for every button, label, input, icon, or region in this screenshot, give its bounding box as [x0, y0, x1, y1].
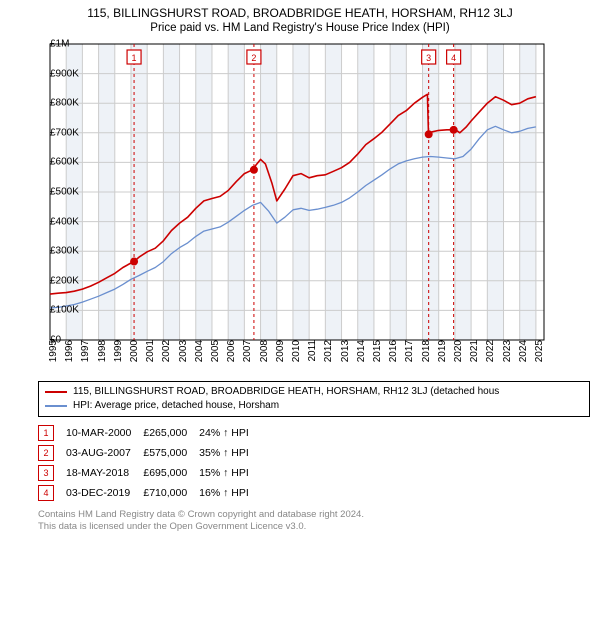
- sale-marker-box: 1: [38, 425, 54, 441]
- sales-table: 1 10-MAR-2000£265,00024% ↑ HPI 2 03-AUG-200…: [38, 423, 590, 503]
- xtick-label: 2025: [532, 340, 545, 362]
- sale-price: £695,000: [143, 463, 199, 483]
- sale-marker-box: 3: [38, 465, 54, 481]
- xtick-label: 2010: [289, 340, 302, 362]
- sale-delta: 24% ↑ HPI: [199, 423, 261, 443]
- sale-marker-box: 4: [38, 485, 54, 501]
- legend-swatch-hpi: [45, 405, 67, 407]
- ytick-label: £400K: [50, 216, 54, 227]
- xtick-label: 1998: [95, 340, 108, 362]
- xtick-label: 2008: [257, 340, 270, 362]
- sale-price: £710,000: [143, 483, 199, 503]
- xtick-label: 2005: [208, 340, 221, 362]
- xtick-label: 2014: [354, 340, 367, 362]
- xtick-label: 2009: [273, 340, 286, 362]
- xtick-label: 2011: [305, 340, 318, 362]
- table-row: 4 03-DEC-2019£710,00016% ↑ HPI: [38, 483, 261, 503]
- chart-wrap: 1234 £0£100K£200K£300K£400K£500K£600K£70…: [8, 40, 592, 375]
- xtick-label: 2001: [143, 340, 156, 362]
- credits-line2: This data is licensed under the Open Gov…: [38, 521, 590, 533]
- legend-label-property: 115, BILLINGSHURST ROAD, BROADBRIDGE HEA…: [73, 385, 499, 399]
- ytick-label: £100K: [50, 305, 54, 316]
- sale-marker-box: 2: [38, 445, 54, 461]
- ytick-label: £900K: [50, 68, 54, 79]
- xtick-label: 2023: [500, 340, 513, 362]
- xtick-label: 2002: [159, 340, 172, 362]
- legend: 115, BILLINGSHURST ROAD, BROADBRIDGE HEA…: [38, 381, 590, 417]
- xtick-label: 2000: [127, 340, 140, 362]
- legend-label-hpi: HPI: Average price, detached house, Hors…: [73, 399, 279, 413]
- ytick-label: £300K: [50, 246, 54, 257]
- sale-date: 03-DEC-2019: [66, 483, 143, 503]
- xtick-label: 2020: [451, 340, 464, 362]
- ytick-label: £1M: [50, 39, 54, 50]
- table-row: 1 10-MAR-2000£265,00024% ↑ HPI: [38, 423, 261, 443]
- legend-row-hpi: HPI: Average price, detached house, Hors…: [45, 399, 583, 413]
- ytick-label: £500K: [50, 187, 54, 198]
- xtick-label: 2019: [435, 340, 448, 362]
- xtick-label: 2006: [224, 340, 237, 362]
- xtick-label: 2003: [176, 340, 189, 362]
- sale-delta: 15% ↑ HPI: [199, 463, 261, 483]
- sale-date: 03-AUG-2007: [66, 443, 143, 463]
- xtick-label: 2015: [370, 340, 383, 362]
- xtick-label: 2021: [467, 340, 480, 362]
- sale-delta: 35% ↑ HPI: [199, 443, 261, 463]
- table-row: 3 18-MAY-2018£695,00015% ↑ HPI: [38, 463, 261, 483]
- xtick-label: 2013: [338, 340, 351, 362]
- xtick-label: 2007: [240, 340, 253, 362]
- table-row: 2 03-AUG-2007£575,00035% ↑ HPI: [38, 443, 261, 463]
- chart-container: 115, BILLINGSHURST ROAD, BROADBRIDGE HEA…: [0, 0, 600, 620]
- sale-price: £265,000: [143, 423, 199, 443]
- legend-swatch-property: [45, 391, 67, 393]
- credits-line1: Contains HM Land Registry data © Crown c…: [38, 509, 590, 521]
- xtick-label: 2018: [419, 340, 432, 362]
- xtick-label: 2012: [321, 340, 334, 362]
- svg-text:1: 1: [132, 53, 137, 63]
- xtick-label: 1995: [46, 340, 59, 362]
- sale-date: 10-MAR-2000: [66, 423, 143, 443]
- ytick-label: £800K: [50, 98, 54, 109]
- xtick-label: 2024: [516, 340, 529, 362]
- sale-delta: 16% ↑ HPI: [199, 483, 261, 503]
- svg-text:2: 2: [251, 53, 256, 63]
- sale-price: £575,000: [143, 443, 199, 463]
- price-chart: 1 2 3 4: [8, 40, 548, 370]
- xtick-label: 2016: [386, 340, 399, 362]
- ytick-label: £700K: [50, 127, 54, 138]
- svg-text:4: 4: [451, 53, 456, 63]
- legend-row-property: 115, BILLINGSHURST ROAD, BROADBRIDGE HEA…: [45, 385, 583, 399]
- xtick-label: 1999: [111, 340, 124, 362]
- xtick-label: 1997: [78, 340, 91, 362]
- xtick-label: 2004: [192, 340, 205, 362]
- credits: Contains HM Land Registry data © Crown c…: [38, 509, 590, 534]
- sale-date: 18-MAY-2018: [66, 463, 143, 483]
- ytick-label: £200K: [50, 275, 54, 286]
- xtick-label: 2022: [483, 340, 496, 362]
- xtick-label: 2017: [402, 340, 415, 362]
- xtick-label: 1996: [62, 340, 75, 362]
- title-address: 115, BILLINGSHURST ROAD, BROADBRIDGE HEA…: [4, 6, 596, 20]
- title-area: 115, BILLINGSHURST ROAD, BROADBRIDGE HEA…: [0, 0, 600, 36]
- svg-text:3: 3: [426, 53, 431, 63]
- ytick-label: £600K: [50, 157, 54, 168]
- title-subtitle: Price paid vs. HM Land Registry's House …: [4, 22, 596, 34]
